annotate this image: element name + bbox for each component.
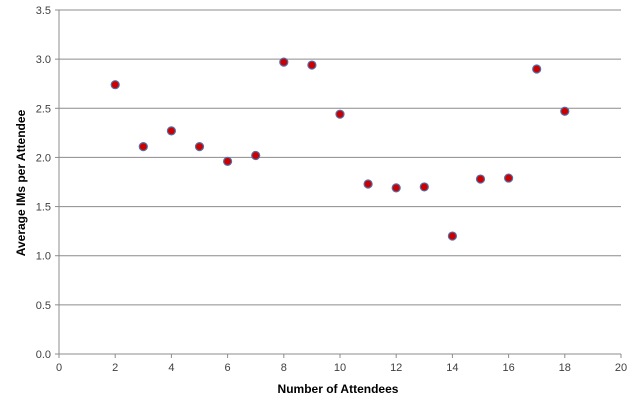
data-point-0-1 bbox=[138, 142, 148, 152]
y-tick-labels: 0.0 0.5 1.0 1.5 2.0 2.5 3.0 3.5 bbox=[36, 5, 51, 361]
data-point-0-15 bbox=[532, 64, 542, 74]
x-tick-label-9: 18 bbox=[559, 362, 571, 374]
y-axis-title: Average IMs per Attendee bbox=[14, 109, 28, 256]
data-point-0-4 bbox=[223, 156, 233, 166]
data-point-0-12 bbox=[447, 231, 457, 241]
data-point-0-6 bbox=[279, 57, 289, 67]
x-tick-label-10: 20 bbox=[615, 362, 627, 374]
x-tick-label-4: 8 bbox=[281, 362, 287, 374]
y-tick-label-3: 1.5 bbox=[36, 202, 51, 214]
y-tick-label-2: 1.0 bbox=[36, 251, 51, 263]
x-tick-labels: 0 2 4 6 8 10 12 14 16 18 20 bbox=[56, 362, 627, 374]
data-point-0-0 bbox=[110, 80, 120, 90]
data-point-0-8 bbox=[335, 109, 345, 119]
x-tick-label-6: 12 bbox=[390, 362, 402, 374]
data-points bbox=[110, 57, 570, 241]
gridlines bbox=[59, 9, 621, 306]
data-point-0-3 bbox=[194, 142, 205, 152]
data-point-0-16 bbox=[560, 106, 570, 116]
x-axis-title: Number of Attendees bbox=[278, 382, 399, 396]
y-tick-label-4: 2.0 bbox=[36, 152, 51, 164]
y-tick-label-5: 2.5 bbox=[36, 103, 51, 115]
data-point-0-10 bbox=[391, 183, 401, 193]
x-tick-label-5: 10 bbox=[334, 362, 346, 374]
y-tick-label-1: 0.5 bbox=[36, 300, 51, 312]
y-tick-label-7: 3.5 bbox=[36, 5, 51, 17]
data-point-0-9 bbox=[363, 179, 373, 189]
y-tick-label-0: 0.0 bbox=[36, 349, 51, 361]
y-tick-label-6: 3.0 bbox=[36, 54, 51, 66]
x-tick-label-7: 14 bbox=[446, 362, 458, 374]
data-point-0-14 bbox=[504, 173, 514, 183]
data-point-0-13 bbox=[475, 174, 486, 184]
data-point-0-5 bbox=[251, 150, 261, 161]
x-tick-label-8: 16 bbox=[502, 362, 514, 374]
x-tick-label-2: 4 bbox=[168, 362, 174, 374]
data-point-0-11 bbox=[419, 182, 429, 192]
axes bbox=[55, 9, 622, 358]
x-tick-label-3: 6 bbox=[225, 362, 231, 374]
x-tick-label-1: 2 bbox=[112, 362, 118, 374]
x-tick-label-0: 0 bbox=[56, 362, 62, 374]
data-point-0-7 bbox=[307, 60, 317, 70]
data-point-0-2 bbox=[166, 126, 176, 136]
